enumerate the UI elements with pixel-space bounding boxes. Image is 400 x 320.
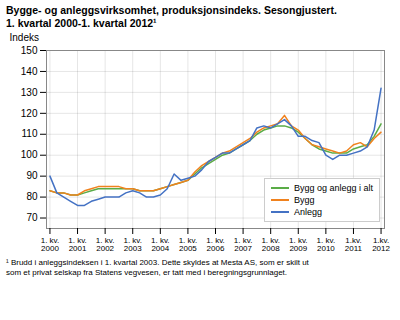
svg-text:1. kv.2005: 1. kv.2005 [179,236,198,253]
svg-text:1. kv.2000: 1. kv.2000 [41,236,60,253]
svg-text:130: 130 [21,87,38,98]
svg-text:1. kv.2010: 1. kv.2010 [317,236,336,253]
html-text:Anlegg: Anlegg [293,207,322,217]
svg-text:1. kv.2007: 1. kv.2007 [234,236,253,253]
html-text:1. kvartal 2000-1. kvartal 201: 1. kvartal 2000-1. kvartal 2012¹ [6,17,157,29]
svg-text:70: 70 [26,212,38,223]
html-text:Bygg: Bygg [293,195,315,205]
svg-text:1. kv.2001: 1. kv.2001 [68,236,87,253]
svg-text:1. kv.2002: 1. kv.2002 [96,236,115,253]
svg-text:90: 90 [26,170,38,181]
svg-text:1. kv.2008: 1. kv.2008 [261,236,280,253]
html-text:¹ Brudd i anleggsindeksen i 1.: ¹ Brudd i anleggsindeksen i 1. kvartal 2… [6,258,309,277]
html-text:Bygge- og anleggsvirksomhet, p: Bygge- og anleggsvirksomhet, produksjons… [6,4,337,16]
svg-text:1. kv.2009: 1. kv.2009 [289,236,308,253]
svg-text:1.kv.2011: 1.kv.2011 [345,236,363,253]
svg-text:Indeks: Indeks [10,32,39,43]
svg-text:110: 110 [22,128,38,139]
svg-text:80: 80 [26,191,38,202]
svg-text:1.kv.2012: 1.kv.2012 [372,236,390,253]
svg-text:140: 140 [21,66,38,77]
html-text:Bygg og anlegg i alt: Bygg og anlegg i alt [293,183,373,193]
svg-text:100: 100 [21,149,38,160]
svg-text:1. kv.2004: 1. kv.2004 [151,236,170,253]
svg-text:150: 150 [21,45,38,56]
svg-text:1. kv.2006: 1. kv.2006 [206,236,225,253]
svg-text:1. kv.2003: 1. kv.2003 [123,236,142,253]
svg-text:120: 120 [21,108,38,119]
